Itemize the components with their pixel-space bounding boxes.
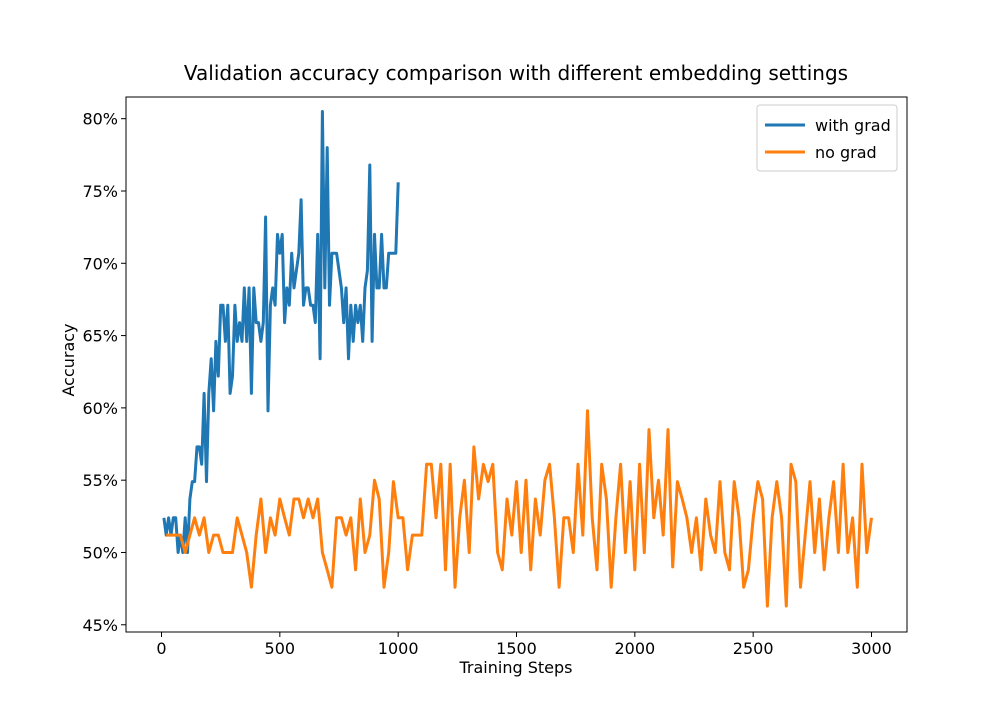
y-tick-label: 50% <box>82 543 118 562</box>
x-tick-label: 500 <box>265 639 296 658</box>
y-tick-label: 65% <box>82 327 118 346</box>
y-axis-label: Accuracy <box>59 323 78 396</box>
plot-frame <box>125 96 908 633</box>
y-tick-label: 45% <box>82 616 118 635</box>
x-tick-label: 1000 <box>378 639 419 658</box>
y-tick-label: 55% <box>82 471 118 490</box>
chart-title: Validation accuracy comparison with diff… <box>184 61 848 85</box>
x-tick-label: 0 <box>156 639 166 658</box>
series-line <box>166 409 873 608</box>
legend-box <box>756 104 898 172</box>
x-tick-label: 3000 <box>851 639 892 658</box>
legend: with grad no grad <box>756 104 898 172</box>
y-tick-label: 75% <box>82 182 118 201</box>
legend-label: with grad <box>815 116 891 135</box>
series-line <box>162 110 400 554</box>
y-tick-label: 70% <box>82 254 118 273</box>
legend-label: no grad <box>815 143 877 162</box>
y-tick-label: 60% <box>82 399 118 418</box>
x-axis-label: Training Steps <box>459 658 573 677</box>
x-tick-label: 2000 <box>614 639 655 658</box>
x-tick-label: 2500 <box>733 639 774 658</box>
x-tick-label: 1500 <box>496 639 537 658</box>
y-tick-label: 80% <box>82 110 118 129</box>
